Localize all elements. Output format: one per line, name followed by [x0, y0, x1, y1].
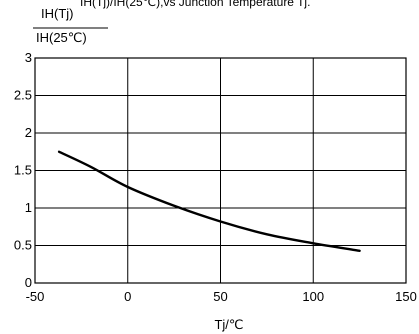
y-label-denominator: IH(25℃)	[36, 30, 87, 45]
y-tick-label: 3	[25, 50, 32, 65]
chart-title: IH(Tj)/IH(25℃),vs Junction Temperature T…	[80, 0, 310, 9]
series-line-0	[57, 150, 361, 252]
x-tick-label: 0	[124, 289, 131, 304]
y-tick-label: 2.5	[14, 88, 32, 103]
x-axis-label: Tj/℃	[214, 317, 243, 332]
x-tick-label: -50	[26, 289, 45, 304]
x-tick-label: 100	[302, 289, 324, 304]
y-tick-label: 0.5	[14, 238, 32, 253]
y-tick-label: 1	[25, 200, 32, 215]
y-tick-label: 1.5	[14, 163, 32, 178]
plot-border	[34, 57, 407, 284]
y-tick-label: 2	[25, 125, 32, 140]
x-tick-label: 50	[213, 289, 227, 304]
x-tick-label: 150	[395, 289, 417, 304]
y-tick-label: 0	[25, 275, 32, 290]
y-label-numerator: IH(Tj)	[41, 6, 74, 21]
